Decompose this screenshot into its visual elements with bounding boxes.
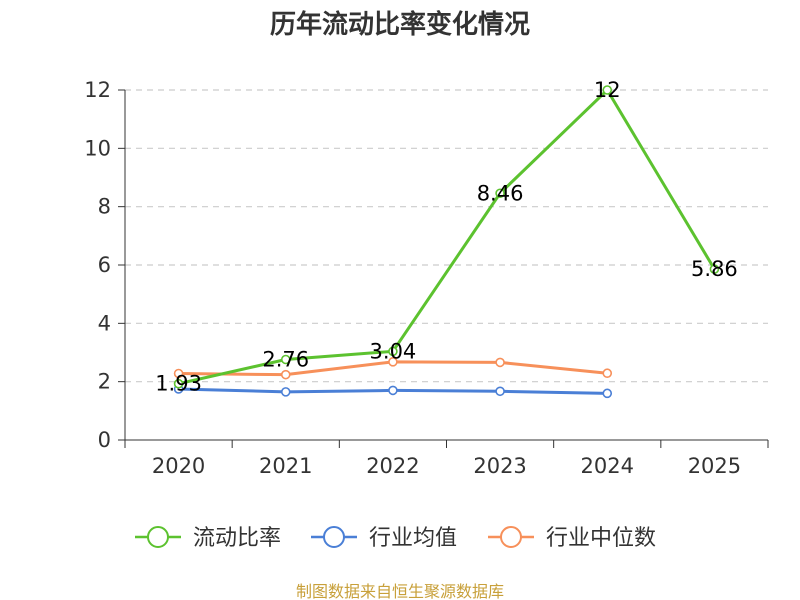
x-tick-label: 2024: [581, 454, 634, 478]
chart-title: 历年流动比率变化情况: [270, 9, 530, 40]
legend-item[interactable]: 流动比率: [135, 526, 281, 551]
data-point[interactable]: [495, 188, 505, 199]
data-point[interactable]: [173, 378, 184, 389]
x-tick-label: 2023: [473, 454, 526, 478]
data-point[interactable]: [388, 346, 398, 357]
y-tick-label: 12: [84, 78, 111, 102]
legend-label: 行业中位数: [546, 526, 656, 551]
data-label: 8.46: [477, 181, 524, 205]
series-lines: [173, 85, 720, 399]
data-point[interactable]: [173, 368, 184, 379]
y-tick-label: 2: [98, 370, 111, 394]
data-label: 2.76: [262, 348, 309, 372]
series-line: [178, 88, 716, 386]
legend-item[interactable]: 行业中位数: [488, 526, 656, 551]
data-label: 3.04: [370, 339, 417, 363]
data-point[interactable]: [495, 357, 505, 368]
data-label: 1.93: [155, 372, 202, 396]
data-label: 5.86: [691, 257, 738, 281]
data-point[interactable]: [280, 354, 291, 365]
source-note: 制图数据来自恒生聚源数据库: [296, 582, 504, 600]
y-tick-label: 10: [84, 136, 111, 160]
x-tick-label: 2025: [688, 454, 741, 478]
data-point[interactable]: [602, 85, 613, 95]
legend[interactable]: 流动比率 行业均值 行业中位数: [135, 526, 656, 551]
legend-label: 行业均值: [369, 526, 457, 551]
data-point[interactable]: [280, 369, 291, 380]
data-point[interactable]: [602, 388, 613, 399]
data-point[interactable]: [388, 357, 398, 367]
grid-lines: [125, 89, 768, 383]
x-tick-label: 2020: [152, 454, 205, 478]
data-point[interactable]: [280, 387, 291, 397]
axes: 0 2 4 6 8 10 12 2020 2021 2022 2023 2024 2025: [84, 78, 769, 478]
x-tick-label: 2021: [259, 454, 312, 478]
data-labels: 1.93 2.76 3.04 8.46 12 5.86: [155, 78, 738, 396]
data-point[interactable]: [495, 386, 505, 397]
x-tick-label: 2022: [366, 454, 419, 478]
data-point[interactable]: [602, 368, 613, 379]
legend-swatch-marker: [323, 526, 345, 548]
data-point[interactable]: [388, 385, 398, 396]
y-tick-label: 4: [98, 311, 111, 335]
legend-swatch-marker: [500, 526, 522, 548]
y-tick-label: 6: [98, 253, 111, 277]
legend-label: 流动比率: [193, 526, 281, 551]
data-point[interactable]: [709, 264, 720, 274]
legend-swatch-marker: [147, 526, 169, 548]
legend-item[interactable]: 行业均值: [311, 526, 457, 551]
data-label: 12: [594, 78, 621, 102]
y-tick-label: 8: [98, 195, 111, 219]
y-tick-label: 0: [98, 428, 111, 452]
